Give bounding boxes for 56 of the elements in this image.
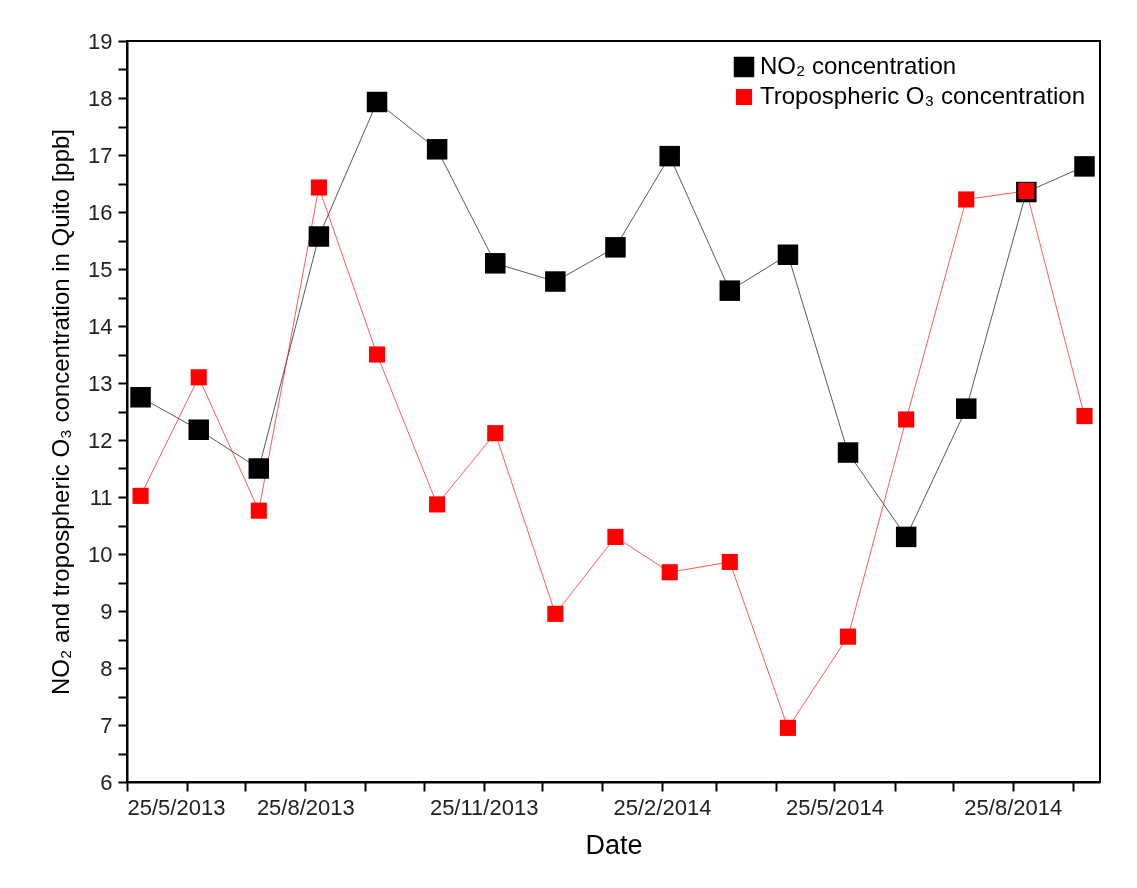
y-tick-label: 9 [100, 598, 113, 624]
y-tick-label: 19 [88, 28, 113, 54]
point [545, 271, 566, 292]
point [721, 553, 738, 571]
point [547, 605, 564, 622]
point [310, 179, 327, 196]
point [1074, 156, 1095, 177]
x-tick-label: 25/5/2013 [127, 794, 226, 820]
point [250, 502, 267, 519]
point [308, 226, 330, 247]
y-tick-label: 10 [88, 541, 113, 567]
legend-label: Tropospheric O₃ concentration [760, 82, 1086, 109]
legend-label: NO₂ concentration [760, 52, 957, 79]
x-tick-label: 25/11/2013 [429, 794, 539, 820]
y-tick-label: 7 [100, 712, 113, 738]
y-tick-label: 14 [88, 313, 113, 339]
point [429, 496, 446, 513]
point [487, 425, 504, 442]
y-tick-label: 6 [100, 769, 113, 795]
y-tick-label: 17 [88, 142, 113, 168]
point [607, 528, 624, 545]
point [895, 526, 917, 548]
point [605, 237, 626, 258]
y-tick-label: 12 [88, 427, 113, 453]
point [779, 719, 797, 736]
point [130, 387, 151, 408]
y-tick-label: 18 [88, 85, 113, 111]
x-tick-label: 25/2/2014 [613, 794, 712, 820]
point [248, 458, 270, 479]
point [777, 244, 799, 265]
y-axis-title: NO₂ and tropospheric O₃ concentration in Quito [ppb] [47, 128, 75, 696]
point [190, 369, 207, 386]
x-tick-label: 25/5/2014 [786, 794, 884, 820]
point [485, 253, 506, 274]
point [366, 91, 388, 113]
point [837, 442, 859, 463]
point [719, 280, 741, 301]
point [368, 346, 386, 363]
point [956, 398, 977, 419]
y-tick-label: 16 [88, 199, 113, 225]
point [659, 145, 680, 167]
point [188, 419, 209, 440]
y-tick-label: 8 [100, 655, 113, 681]
y-tick-label: 11 [89, 484, 113, 510]
x-axis-title: Date [585, 829, 643, 860]
y-tick-label: 13 [88, 370, 113, 396]
point [1076, 408, 1093, 425]
y-tick-label: 15 [88, 256, 113, 282]
x-tick-label: 25/8/2014 [964, 794, 1063, 820]
point [661, 564, 678, 581]
point [839, 628, 857, 645]
x-tick-label: 25/8/2013 [256, 794, 355, 820]
point [898, 411, 915, 428]
point [958, 191, 975, 208]
point [132, 487, 149, 504]
point [426, 139, 448, 160]
